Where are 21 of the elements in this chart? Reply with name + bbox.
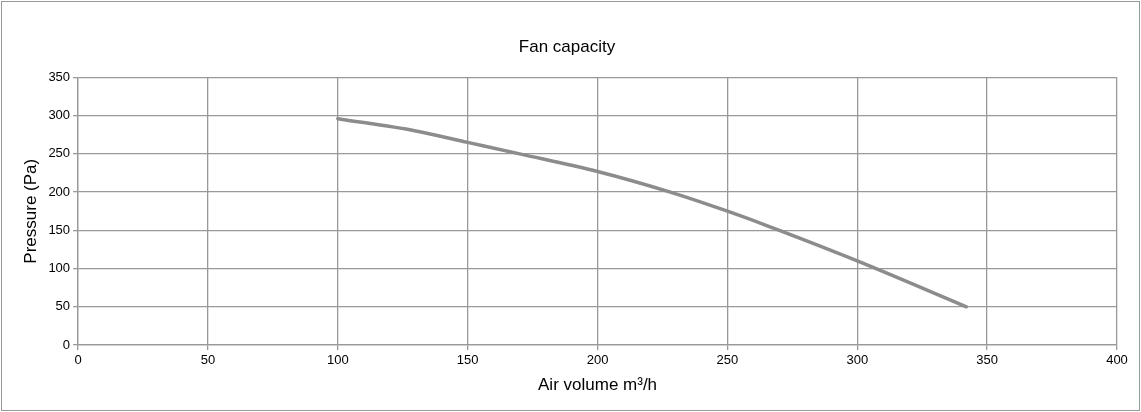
x-axis-title: Air volume m³/h <box>538 375 658 395</box>
x-tick-label: 50 <box>200 352 216 368</box>
y-tick-label: 50 <box>55 298 71 314</box>
y-axis-title: Pressure (Pa) <box>20 158 40 264</box>
y-tick-label: 300 <box>48 107 71 123</box>
y-tick-label: 100 <box>48 260 71 276</box>
y-tick-label: 0 <box>62 336 71 352</box>
x-tick-label: 200 <box>586 352 609 368</box>
line-series <box>336 116 969 309</box>
x-tick-label: 400 <box>1106 352 1128 368</box>
y-tick-label: 150 <box>48 221 71 237</box>
x-tick-label: 100 <box>326 352 349 368</box>
y-tick-label: 350 <box>48 68 71 84</box>
x-tick-label: 0 <box>74 352 82 368</box>
x-tick-label: 150 <box>456 352 479 368</box>
chart-title: Fan capacity <box>518 36 616 56</box>
y-tick-label: 250 <box>48 145 71 161</box>
y-tick-label: 200 <box>48 183 71 199</box>
x-tick-label: 300 <box>846 352 869 368</box>
x-tick-label: 250 <box>716 352 739 368</box>
x-tick-label: 350 <box>976 352 998 368</box>
